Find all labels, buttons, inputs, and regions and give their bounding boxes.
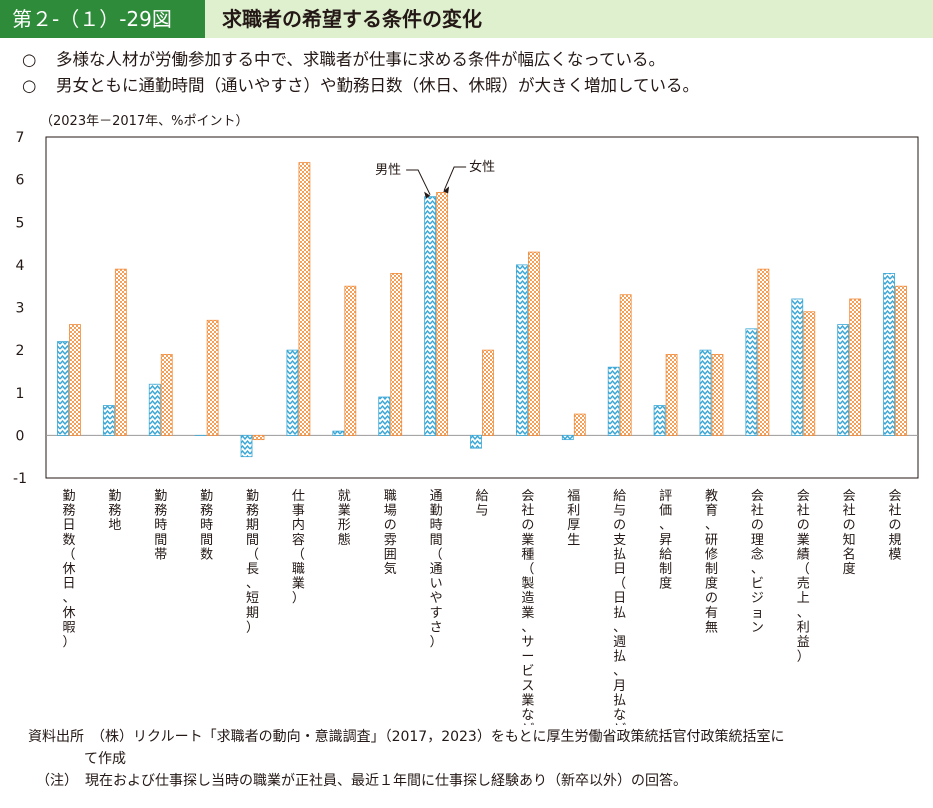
- annotation-male: 男性: [375, 163, 401, 178]
- bar-female-1: [114, 268, 127, 436]
- y-tick-label: 7: [16, 130, 25, 146]
- bar-female-15: [757, 268, 770, 436]
- bar-female-13: [665, 353, 678, 436]
- y-tick-label: 3: [16, 301, 25, 317]
- annotation-arrow-male: [406, 169, 431, 195]
- category-label: 勤務期間（長、短期）: [246, 489, 259, 635]
- bar-male-14: [699, 349, 712, 436]
- bar-female-18: [895, 285, 907, 436]
- figure-title: 求職者の希望する条件の変化: [222, 7, 482, 31]
- bar-female-5: [298, 162, 311, 436]
- bar-male-13: [653, 405, 666, 436]
- bar-female-0: [69, 324, 81, 436]
- bar-female-9: [482, 349, 494, 436]
- category-label: 仕事内容（職業）: [292, 489, 305, 606]
- bullet-mark: ○: [22, 76, 37, 95]
- bar-male-2: [148, 383, 161, 436]
- category-label: 勤務時間帯: [154, 489, 167, 562]
- category-label: 会社の知名度: [843, 489, 856, 577]
- bar-female-3: [206, 319, 219, 436]
- bar-female-12: [619, 294, 632, 436]
- y-tick-label: 1: [16, 386, 25, 402]
- annotation-arrow-female: [443, 166, 467, 191]
- category-label: 会社の理念、ビジョン: [751, 489, 764, 635]
- annotation-female: 女性: [469, 159, 495, 175]
- category-label: 会社の規模: [889, 489, 902, 562]
- summary-bullet: ○ 多様な人材が労働参加する中で、求職者が仕事に求める条件が幅広くなっている。: [22, 47, 699, 73]
- bar-male-17: [837, 324, 850, 436]
- footnote: （注） 現在および仕事探し当時の職業が正社員、最近１年間に仕事探し経験あり（新卒…: [36, 773, 687, 789]
- bar-female-8: [436, 192, 449, 436]
- category-label: 教育、研修制度の有無: [705, 488, 718, 635]
- bar-male-9: [470, 434, 482, 449]
- bar-male-18: [883, 272, 895, 436]
- bar-male-7: [378, 396, 391, 436]
- source-line-continued: て作成: [84, 751, 126, 767]
- bar-female-17: [849, 298, 862, 436]
- bar-female-10: [527, 251, 540, 436]
- source-line: 資料出所 （株）リクルート「求職者の動向・意識調査」（2017，2023）をもと…: [28, 729, 785, 745]
- y-tick-label: 4: [16, 258, 25, 274]
- bullet-text: 男女ともに通勤時間（通いやすさ）や勤務日数（休日、休暇）が大きく増加している。: [56, 76, 700, 95]
- bar-female-4: [252, 434, 265, 441]
- bar-male-0: [57, 341, 69, 436]
- summary-bullet: ○ 男女ともに通勤時間（通いやすさ）や勤務日数（休日、休暇）が大きく増加している。: [22, 73, 699, 99]
- category-label: 勤務地: [108, 489, 121, 533]
- y-tick-label: -1: [13, 471, 27, 487]
- bar-female-7: [390, 272, 403, 436]
- category-label: 職場の雰囲気: [384, 489, 397, 577]
- bar-female-14: [711, 353, 724, 436]
- arrowhead-female: [443, 186, 450, 194]
- bar-male-5: [286, 349, 299, 436]
- bar-male-11: [561, 434, 574, 441]
- source-block: 資料出所 （株）リクルート「求職者の動向・意識調査」（2017，2023）をもと…: [28, 726, 785, 770]
- figure-label: 第２-（１）-29図: [0, 0, 205, 38]
- category-label: 福利厚生: [567, 489, 580, 548]
- category-label: 勤務時間数: [200, 489, 213, 562]
- y-tick-label: 5: [16, 215, 25, 231]
- y-tick-label: 2: [16, 343, 25, 359]
- category-label: 給与の支払日（日払、週払、月払など）: [613, 489, 626, 725]
- category-label: 通勤時間（通いやすさ）: [430, 489, 443, 650]
- category-label: 就業形態: [338, 489, 351, 548]
- bar-female-11: [573, 413, 586, 436]
- bullet-mark: ○: [22, 50, 37, 69]
- unit-note: （2023年－2017年、%ポイント）: [40, 114, 249, 129]
- bar-male-10: [515, 264, 528, 436]
- bar-male-6: [332, 430, 345, 436]
- arrowhead-male: [424, 191, 431, 199]
- category-label: 会社の業種（製造業、サービス業など）: [521, 489, 534, 725]
- bar-male-12: [607, 366, 620, 436]
- bar-female-2: [160, 353, 173, 436]
- bar-female-6: [344, 285, 357, 436]
- bar-male-1: [102, 405, 115, 436]
- bar-female-16: [803, 311, 816, 436]
- category-label: 勤務日数（休日、休暇）: [62, 489, 75, 650]
- category-label: 会社の業績（売上、利益）: [797, 489, 810, 665]
- plot-frame: [45, 136, 919, 479]
- bar-male-8: [424, 196, 437, 436]
- bullet-text: 多様な人材が労働参加する中で、求職者が仕事に求める条件が幅広くなっている。: [56, 50, 666, 69]
- bar-male-15: [745, 328, 758, 436]
- y-tick-label: 0: [16, 428, 25, 444]
- bar-male-4: [240, 434, 253, 458]
- bar-male-16: [791, 298, 804, 436]
- category-label: 給与: [475, 489, 488, 519]
- summary-bullets: ○ 多様な人材が労働参加する中で、求職者が仕事に求める条件が幅広くなっている。 ○…: [22, 47, 699, 99]
- category-label: 評価、昇給制度: [659, 489, 672, 592]
- y-tick-label: 6: [16, 173, 25, 189]
- bar-chart: -1 0 1 2 3 4 5 6 7 勤務日数（休日、休暇） 勤務地 勤務時間帯 勤務時間数 勤務期間（長…: [13, 130, 919, 725]
